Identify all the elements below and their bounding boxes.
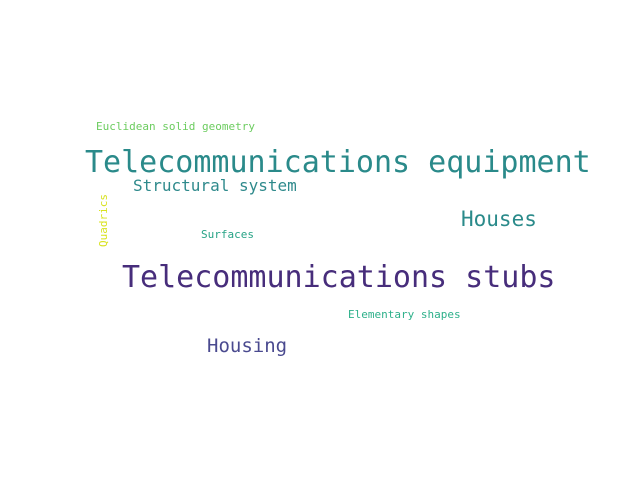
word-telecommunications-stubs: Telecommunications stubs bbox=[122, 260, 556, 295]
word-housing: Housing bbox=[207, 335, 288, 357]
word-telecommunications-equipment: Telecommunications equipment bbox=[85, 145, 591, 180]
word-surfaces: Surfaces bbox=[201, 228, 254, 241]
word-elementary-shapes: Elementary shapes bbox=[348, 308, 461, 321]
word-houses: Houses bbox=[461, 207, 537, 231]
word-quadrics: Quadrics bbox=[97, 194, 110, 247]
word-structural-system: Structural system bbox=[133, 176, 297, 195]
word-euclidean-solid-geometry: Euclidean solid geometry bbox=[96, 120, 255, 133]
